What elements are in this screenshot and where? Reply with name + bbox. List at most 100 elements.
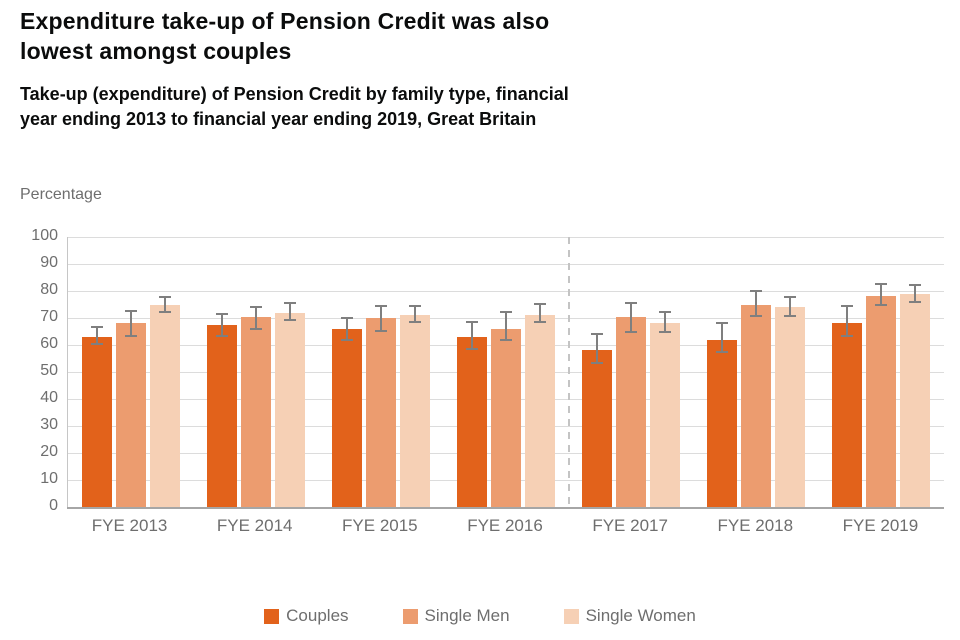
bar-single-women-fye-2013 <box>149 304 180 507</box>
error-bar-single-men-fye-2016 <box>505 311 507 341</box>
error-bar-cap <box>750 289 763 292</box>
error-bar-single-women-fye-2013 <box>163 296 166 313</box>
x-tick-label-fye-2013: FYE 2013 <box>91 516 168 535</box>
y-tick-label-90: 90 <box>40 254 58 271</box>
bar-single-women-fye-2014 <box>274 312 305 507</box>
error-bar-single-women-fye-2014 <box>288 301 291 321</box>
bar-single-men-fye-2016 <box>491 328 521 507</box>
error-bar-couples-fye-2019 <box>846 304 849 337</box>
error-bar-couples-fye-2017 <box>596 332 599 364</box>
period-divider-dashed-line <box>567 237 570 507</box>
error-bar-single-men-fye-2015 <box>379 304 382 332</box>
error-bar-cap <box>625 330 638 333</box>
error-bar-couples-fye-2014 <box>220 312 223 337</box>
error-bar-cap <box>909 301 922 304</box>
error-bar-single-women-fye-2019 <box>914 284 917 304</box>
legend-label-single-women: Single Women <box>585 606 696 625</box>
x-tick-label-fye-2014: FYE 2014 <box>216 516 293 535</box>
error-bar-cap <box>909 284 922 287</box>
y-tick-label-70: 70 <box>40 308 58 325</box>
x-tick-label-fye-2016: FYE 2016 <box>467 516 543 535</box>
error-bar-single-men-fye-2017 <box>630 301 633 333</box>
error-bar-couples-fye-2015 <box>345 316 348 341</box>
error-bar-single-men-fye-2019 <box>880 282 883 306</box>
error-bar-cap <box>875 303 888 306</box>
y-tick-label-80: 80 <box>40 281 58 298</box>
bar-single-men-fye-2017 <box>616 316 647 507</box>
bar-single-women-fye-2018 <box>775 307 806 507</box>
gridline-80 <box>68 291 944 292</box>
error-bar-cap <box>283 318 296 321</box>
error-bar-cap <box>750 314 763 317</box>
error-bar-cap <box>591 332 604 335</box>
error-bar-cap <box>158 310 171 313</box>
y-tick-label-60: 60 <box>40 335 58 352</box>
error-bar-cap <box>90 343 103 345</box>
chart-subtitle-line1: Take-up (expenditure) of Pension Credit … <box>20 84 569 104</box>
error-bar-cap <box>340 316 353 319</box>
error-bar-cap <box>875 282 888 285</box>
bar-couples-fye-2015 <box>331 328 362 507</box>
error-bar-cap <box>591 361 604 364</box>
bar-single-women-fye-2019 <box>900 293 931 507</box>
bar-couples-fye-2014 <box>206 324 237 507</box>
bar-single-men-fye-2019 <box>866 296 897 507</box>
legend-swatch-single-women <box>563 608 579 624</box>
error-bar-cap <box>90 326 103 329</box>
error-bar-single-women-fye-2017 <box>664 311 667 333</box>
error-bar-cap <box>659 311 672 314</box>
error-bar-cap <box>374 304 387 307</box>
error-bar-single-women-fye-2018 <box>789 296 792 317</box>
legend-item-couples: Couples <box>264 606 349 626</box>
error-bar-cap <box>215 334 228 337</box>
legend-item-single-women: Single Women <box>563 606 696 626</box>
error-bar-cap <box>215 312 228 315</box>
bar-single-men-fye-2014 <box>240 316 271 507</box>
y-tick-label-100: 100 <box>31 227 58 244</box>
legend: Couples Single Men Single Women <box>0 606 960 626</box>
error-bar-single-men-fye-2018 <box>755 289 758 317</box>
error-bar-cap <box>534 321 546 324</box>
y-tick-label-20: 20 <box>40 443 58 460</box>
x-tick-label-fye-2015: FYE 2015 <box>342 516 418 535</box>
error-bar-cap <box>784 296 797 299</box>
error-bar-cap <box>466 320 478 323</box>
error-bar-single-women-fye-2015 <box>413 304 416 324</box>
error-bar-cap <box>408 321 421 324</box>
bar-single-men-fye-2018 <box>741 304 772 507</box>
error-bar-cap <box>716 351 729 354</box>
bar-couples-fye-2019 <box>832 323 863 507</box>
bar-couples-fye-2013 <box>81 336 112 507</box>
legend-item-single-men: Single Men <box>402 606 510 626</box>
plot-area <box>67 237 944 509</box>
bar-single-women-fye-2016 <box>525 315 555 507</box>
error-bar-cap <box>716 322 729 325</box>
error-bar-cap <box>841 334 854 337</box>
error-bar-cap <box>534 303 546 306</box>
bar-couples-fye-2016 <box>457 336 487 507</box>
bar-couples-fye-2017 <box>582 350 613 507</box>
y-tick-label-50: 50 <box>40 362 58 379</box>
bar-single-men-fye-2015 <box>365 318 396 507</box>
error-bar-couples-fye-2013 <box>95 326 98 345</box>
error-bar-cap <box>500 311 512 314</box>
error-bar-cap <box>374 329 387 332</box>
error-bar-cap <box>784 314 797 317</box>
error-bar-cap <box>340 338 353 341</box>
legend-swatch-couples <box>264 608 280 624</box>
gridline-100 <box>68 237 944 238</box>
chart-subtitle-line2: year ending 2013 to financial year endin… <box>20 109 537 130</box>
x-tick-label-fye-2017: FYE 2017 <box>592 516 668 535</box>
y-axis-unit-label: Percentage <box>20 186 102 203</box>
error-bar-cap <box>408 304 421 307</box>
chart-title-line2: lowest amongst couples <box>20 38 292 65</box>
bar-couples-fye-2018 <box>707 339 738 507</box>
error-bar-cap <box>124 309 137 312</box>
chart-title-line1: Expenditure take-up of Pension Credit wa… <box>20 8 550 34</box>
error-bar-cap <box>124 334 137 337</box>
error-bar-cap <box>466 348 478 351</box>
error-bar-couples-fye-2018 <box>721 322 724 354</box>
bar-single-women-fye-2017 <box>650 323 681 507</box>
legend-swatch-single-men <box>402 608 418 624</box>
